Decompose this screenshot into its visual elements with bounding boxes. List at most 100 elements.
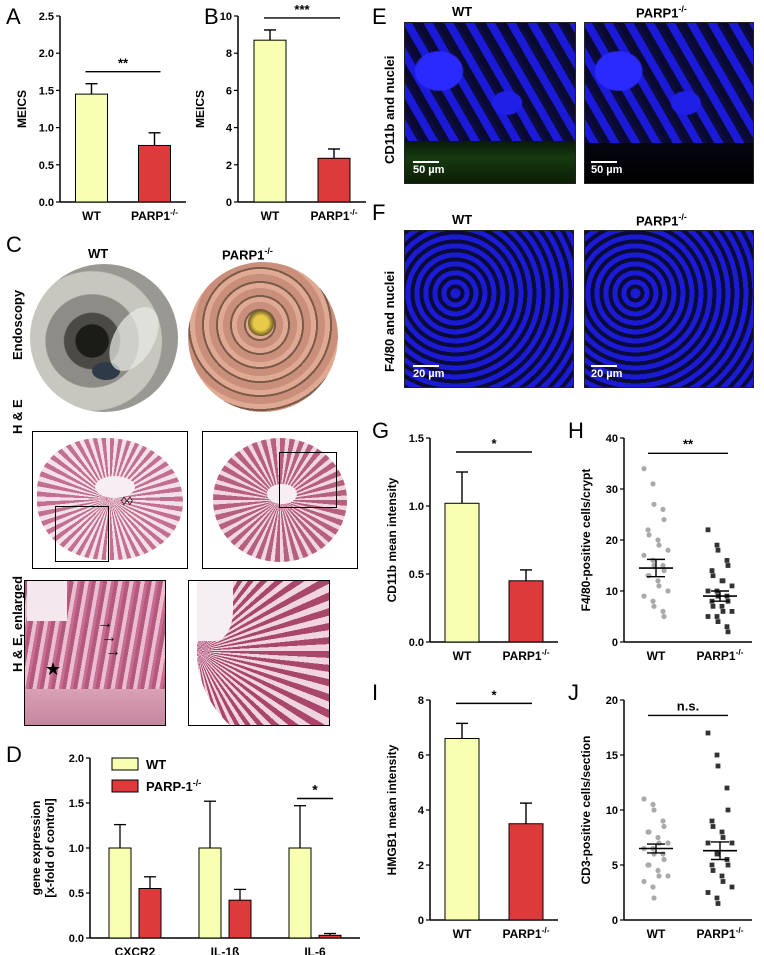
data-point-j bbox=[719, 829, 725, 835]
y-tick-label-j: 15 bbox=[606, 750, 618, 762]
x-tick-label-h: WT bbox=[647, 649, 666, 663]
data-point-j bbox=[720, 879, 726, 884]
bar-d bbox=[228, 899, 252, 939]
data-point-h bbox=[709, 568, 715, 573]
y-axis-label-g: CD11b mean intensity bbox=[385, 477, 399, 602]
x-tick-label-d: CXCR2 bbox=[115, 945, 156, 955]
c-row-he-enlarged-label: H & E, enlarged bbox=[10, 575, 25, 672]
significance-label-d: * bbox=[312, 782, 318, 798]
he-wt-tissue bbox=[37, 438, 183, 560]
data-point-j bbox=[729, 884, 735, 890]
bar-i bbox=[444, 738, 480, 921]
y-tick-label-d: 1.5 bbox=[69, 798, 84, 810]
bar-g bbox=[444, 502, 480, 643]
e-ko-label: PARP1-/- bbox=[636, 4, 687, 21]
data-point-j bbox=[705, 730, 711, 736]
star-marker: ★ bbox=[45, 659, 62, 679]
bar-b bbox=[317, 157, 351, 203]
y-tick-label-a: 2.5 bbox=[39, 11, 54, 23]
data-point-j bbox=[656, 840, 662, 846]
he-enlarged-ko-lumen bbox=[197, 581, 233, 641]
he-ko-image bbox=[202, 431, 358, 569]
x-tick-label-b: WT bbox=[261, 209, 280, 223]
y-tick-label-g: 1.5 bbox=[409, 433, 424, 445]
data-point-j bbox=[655, 867, 661, 874]
data-point-h bbox=[720, 578, 726, 584]
data-point-h bbox=[655, 537, 661, 543]
bar-d bbox=[198, 847, 222, 939]
bar-a bbox=[75, 93, 108, 203]
he-enlarged-wt-lumen bbox=[27, 581, 67, 621]
data-point-h bbox=[656, 542, 662, 548]
data-point-h bbox=[705, 527, 711, 533]
data-point-h bbox=[705, 614, 711, 619]
f-wt-label: WT bbox=[452, 212, 473, 227]
data-point-j bbox=[709, 862, 715, 868]
y-tick-label-g: 1.0 bbox=[409, 501, 424, 513]
y-tick-label-h: 20 bbox=[606, 535, 618, 547]
data-point-j bbox=[715, 851, 721, 857]
data-point-h bbox=[641, 466, 647, 472]
micrograph-e-wt: 50 µm bbox=[404, 22, 576, 184]
data-point-h bbox=[729, 583, 735, 589]
data-point-j bbox=[646, 862, 652, 868]
data-point-j bbox=[656, 873, 662, 879]
chart-j: 0 5 10 15 20 CD3-positive cells/section WT PARP… bbox=[579, 695, 752, 941]
y-tick-label-j: 0 bbox=[612, 915, 618, 927]
panel-label-c: C bbox=[6, 232, 22, 257]
y-axis-label-i: HMGB1 mean intensity bbox=[385, 744, 399, 875]
chart-g: 0.0 0.5 1.0 1.5 CD11b mean intensity WT PARP1-… bbox=[385, 433, 558, 663]
y-tick-label-i: 0 bbox=[418, 915, 424, 927]
data-point-j bbox=[705, 890, 711, 895]
endoscopy-ko-image bbox=[188, 262, 338, 412]
x-tick-label-i: WT bbox=[453, 927, 472, 941]
he-ko-zoom-box bbox=[279, 452, 337, 508]
panel-label-a: A bbox=[6, 4, 21, 29]
data-point-h bbox=[714, 542, 720, 548]
data-point-h bbox=[729, 609, 735, 614]
y-tick-label-d: 0.5 bbox=[69, 888, 84, 900]
data-point-h bbox=[720, 609, 726, 614]
e-side-label: CD11b and nuclei bbox=[382, 55, 397, 164]
y-axis-label-h: F4/80-positive cells/crypt bbox=[579, 469, 593, 612]
legend-label-d: WT bbox=[146, 757, 166, 772]
significance-label-g: * bbox=[491, 436, 497, 451]
x-tick-label-j: PARP1-/- bbox=[696, 925, 743, 941]
data-point-h bbox=[715, 619, 721, 624]
data-point-j bbox=[714, 752, 720, 758]
y-tick-label-b: 4 bbox=[226, 123, 233, 135]
significance-label-b: *** bbox=[294, 2, 310, 17]
chart-i: 0 2 4 6 8 HMGB1 mean intensity WT PARP1-/- * bbox=[385, 687, 558, 941]
c-row-endoscopy-label: Endoscopy bbox=[10, 289, 25, 360]
y-tick-label-a: 0.0 bbox=[39, 197, 54, 209]
data-point-j bbox=[655, 834, 661, 841]
x-tick-label-a: PARP1-/- bbox=[131, 207, 178, 223]
y-tick-label-i: 2 bbox=[418, 860, 424, 872]
f-ko-label: PARP1-/- bbox=[636, 212, 687, 229]
legend-label-d: PARP-1-/- bbox=[146, 778, 201, 794]
c-row-he-label: H & E bbox=[10, 399, 25, 434]
data-point-h bbox=[651, 603, 657, 609]
data-point-h bbox=[724, 624, 730, 630]
data-point-j bbox=[715, 763, 721, 769]
y-tick-label-a: 1.0 bbox=[39, 123, 54, 135]
data-point-j bbox=[710, 824, 716, 829]
micrograph-e-ko: 50 µm bbox=[584, 22, 754, 184]
x-tick-label-j: WT bbox=[647, 927, 666, 941]
bar-g bbox=[508, 580, 544, 643]
data-point-h bbox=[714, 614, 720, 619]
bar-d bbox=[318, 934, 342, 939]
he-wt-lumen bbox=[95, 476, 135, 498]
data-point-h bbox=[710, 573, 716, 579]
data-point-j bbox=[650, 884, 656, 890]
data-point-h bbox=[656, 583, 662, 589]
data-point-h bbox=[710, 603, 716, 609]
data-point-j bbox=[660, 851, 666, 857]
data-point-j bbox=[709, 818, 715, 824]
y-tick-label-h: 40 bbox=[606, 433, 618, 445]
y-tick-label-d: 0.0 bbox=[69, 933, 84, 945]
data-point-h bbox=[641, 552, 647, 558]
e-ko-scalebar: 50 µm bbox=[591, 161, 622, 176]
y-tick-label-h: 0 bbox=[612, 637, 618, 649]
e-wt-label: WT bbox=[452, 4, 473, 19]
